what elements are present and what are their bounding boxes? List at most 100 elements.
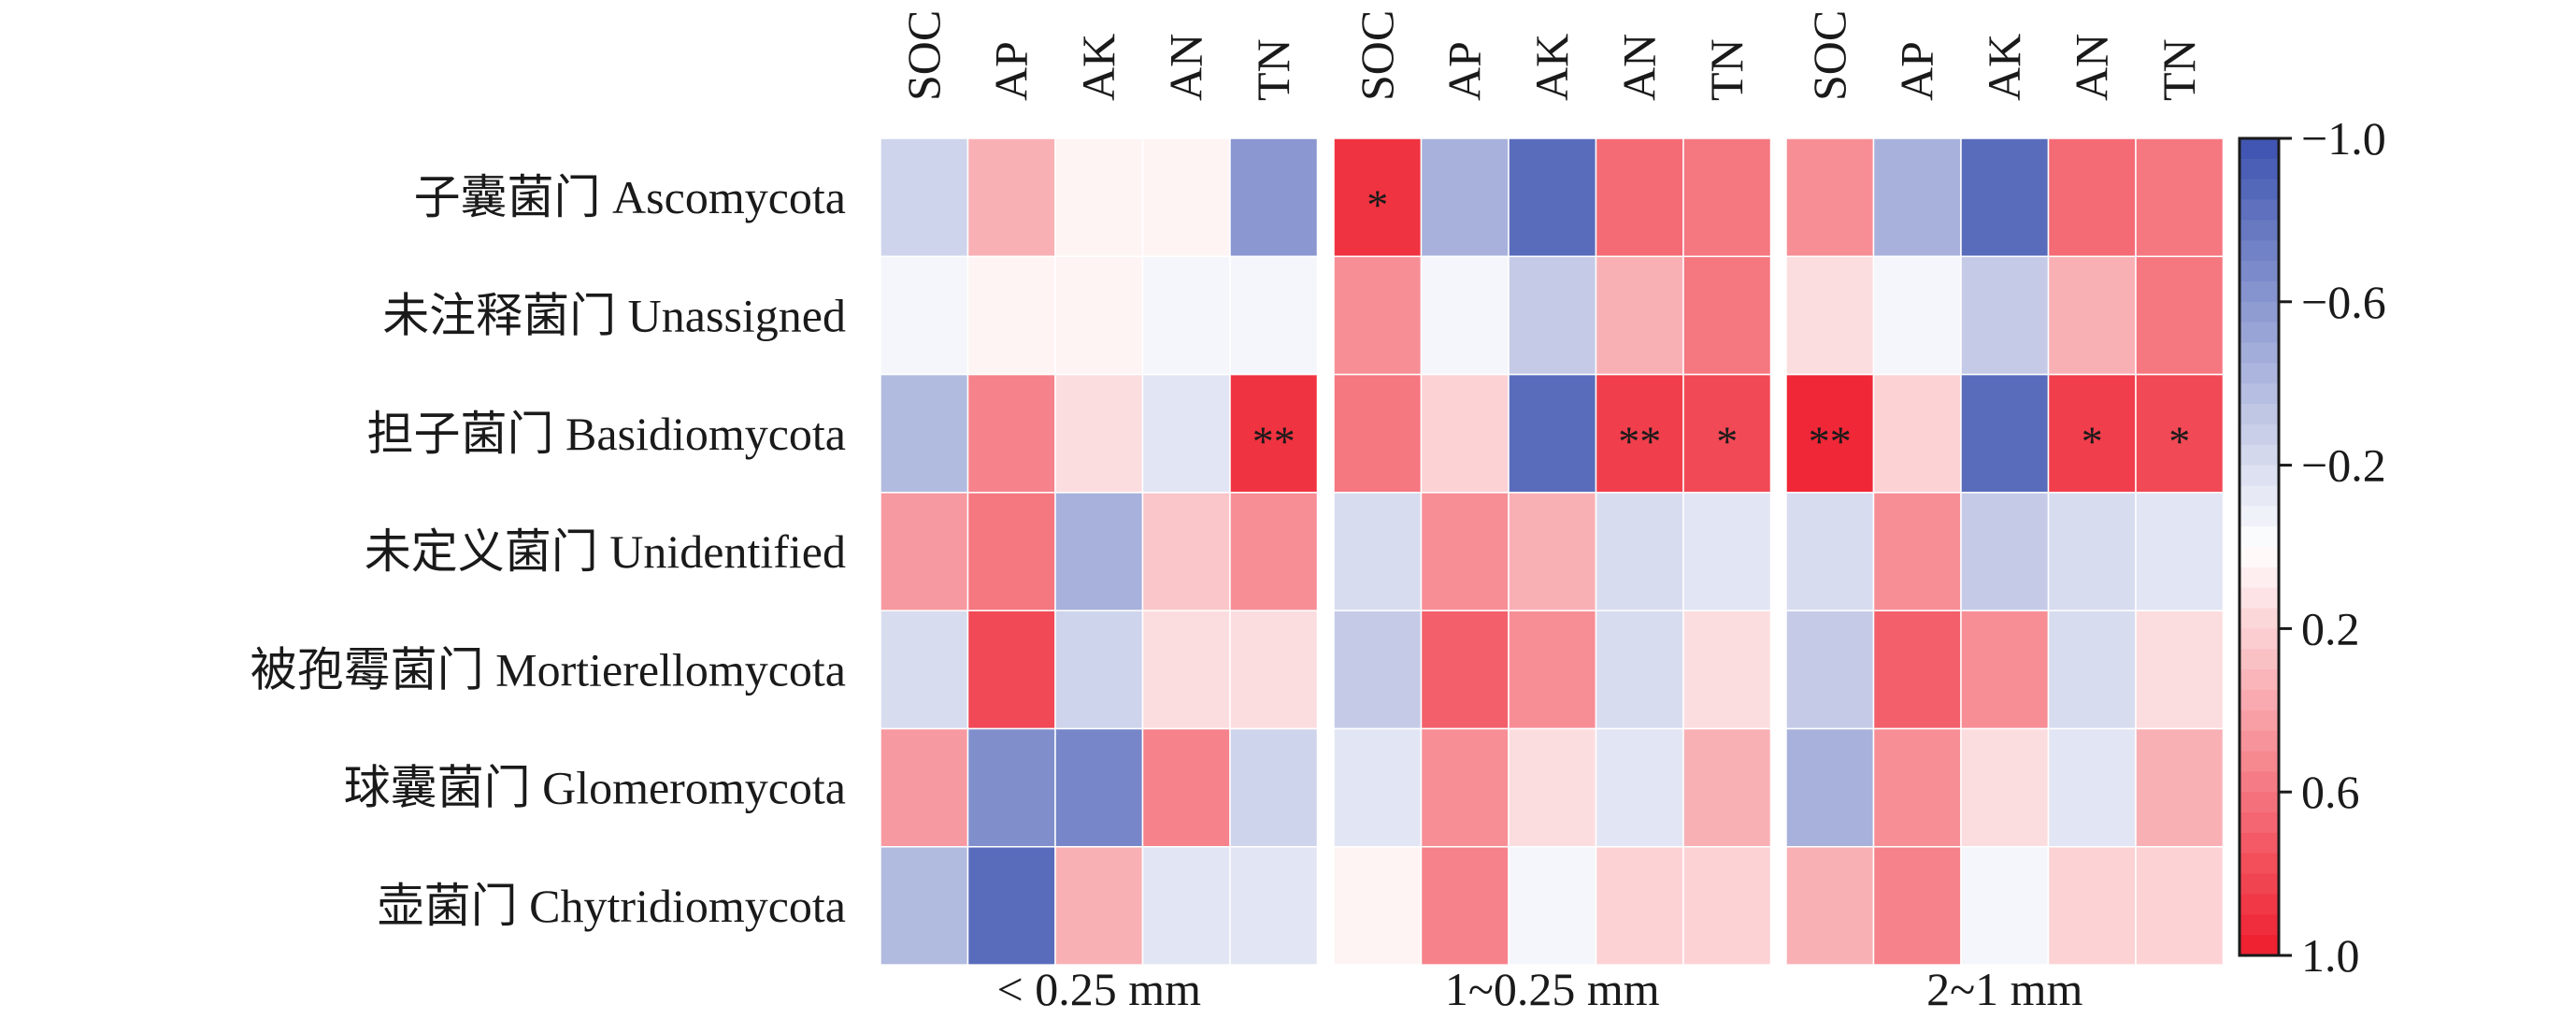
heatmap-cell (1785, 255, 1875, 376)
colorbar-segment (2240, 199, 2279, 221)
heatmap-cell (1229, 727, 1319, 848)
column-label: AN (1159, 34, 1211, 101)
heatmap-cell (1333, 255, 1423, 376)
heatmap-cell (966, 846, 1056, 966)
colorbar-segment (2240, 301, 2279, 323)
heatmap-cell (1508, 846, 1597, 966)
heatmap-cell (880, 610, 969, 730)
colorbar-segment (2240, 914, 2279, 936)
heatmap-cell (966, 727, 1056, 848)
heatmap-cell (1508, 255, 1597, 376)
heatmap-cell (966, 373, 1056, 494)
heatmap-cell (1872, 373, 1962, 494)
column-label: AN (2065, 34, 2117, 101)
heatmap-panels: **SOC AP AK AN TN< 0.25 mm*** *SOC AP AK AN TN1~0… (880, 10, 2225, 1015)
heatmap-cell (2047, 492, 2137, 611)
colorbar-segment (2240, 465, 2279, 486)
heatmap-cell (1595, 610, 1684, 730)
heatmap-cell (2135, 846, 2225, 966)
colorbar-segment (2240, 261, 2279, 282)
heatmap-cell (1333, 727, 1423, 848)
row-label: 壶菌门 Chytridiomycota (378, 880, 846, 932)
colorbar-tick-label: −0.2 (2301, 439, 2386, 492)
heatmap-cell (1960, 492, 2050, 611)
colorbar-frame (2238, 136, 2281, 957)
heatmap-cell (2047, 727, 2137, 848)
heatmap-cell (1785, 727, 1875, 848)
heatmap-cell (1420, 255, 1510, 376)
colorbar-segment (2240, 935, 2279, 956)
row-label: 球囊菌门 Glomeromycota (344, 762, 846, 814)
column-label: AK (1525, 34, 1578, 101)
heatmap-cell (1420, 846, 1510, 966)
heatmap-panel: ** * *SOC AP AK AN TN2~1 mm (1785, 10, 2225, 1015)
heatmap-cell (1682, 846, 1772, 966)
colorbar-segment (2240, 792, 2279, 813)
colorbar-segment (2240, 444, 2279, 466)
heatmap-cell (1141, 846, 1231, 966)
colorbar-segment (2240, 567, 2279, 589)
heatmap-cell (1682, 255, 1772, 376)
heatmap-cell (2135, 610, 2225, 730)
colorbar-tick-label: 0.2 (2301, 602, 2360, 654)
colorbar-segment (2240, 240, 2279, 262)
heatmap-cell (1682, 727, 1772, 848)
heatmap-cell (1141, 137, 1231, 258)
heatmap-cell (1595, 137, 1684, 258)
colorbar-segment (2240, 689, 2279, 711)
heatmap-cell (1229, 137, 1319, 258)
heatmap-cell (1508, 373, 1597, 494)
colorbar-segment (2240, 853, 2279, 875)
group-label: 2~1 mm (1926, 963, 2082, 1015)
heatmap-cell (1785, 492, 1875, 611)
heatmap-cell (1054, 255, 1144, 376)
heatmap-cell (2047, 373, 2137, 494)
heatmap-cell (1785, 846, 1875, 966)
group-label: < 0.25 mm (997, 963, 1202, 1015)
column-label: AP (984, 41, 1037, 101)
significance-marker: * (2168, 417, 2190, 465)
heatmap-cell (1229, 255, 1319, 376)
heatmap-cell (1960, 727, 2050, 848)
heatmap-cell (1333, 373, 1423, 494)
column-label: AK (1978, 34, 2030, 101)
heatmap-cell (1229, 373, 1319, 494)
heatmap-cell (1333, 846, 1423, 966)
heatmap-cell (1595, 492, 1684, 611)
colorbar-segment (2240, 506, 2279, 527)
heatmap-cell (1508, 137, 1597, 258)
heatmap-cell (1785, 137, 1875, 258)
colorbar-segment (2240, 485, 2279, 507)
colorbar-segment (2240, 383, 2279, 405)
heatmap-cell (880, 727, 969, 848)
heatmap-cell (1960, 610, 2050, 730)
heatmap-cell (2135, 137, 2225, 258)
heatmap-cell (1054, 492, 1144, 611)
significance-marker: * (2082, 417, 2103, 465)
row-label: 担子菌门 Basidiomycota (367, 408, 846, 460)
colorbar-segment (2240, 894, 2279, 915)
heatmap-cell (1333, 610, 1423, 730)
heatmap-cell (1054, 610, 1144, 730)
heatmap-cell (1960, 255, 2050, 376)
heatmap-cell (1229, 492, 1319, 611)
heatmap-cell (2135, 255, 2225, 376)
heatmap-cell (1960, 137, 2050, 258)
heatmap-cell (1682, 492, 1772, 611)
row-label: 子囊菌门 Ascomycota (414, 171, 846, 223)
heatmap-cell (1872, 727, 1962, 848)
heatmap-cell (1420, 610, 1510, 730)
colorbar-segment (2240, 812, 2279, 834)
heatmap-cell (1960, 373, 2050, 494)
column-label: SOC (897, 10, 950, 101)
heatmap-cell (880, 846, 969, 966)
colorbar-segment (2240, 179, 2279, 201)
heatmap-cell (1682, 137, 1772, 258)
heatmap-cell (1508, 492, 1597, 611)
colorbar-segment (2240, 771, 2279, 793)
heatmap-cell (1785, 610, 1875, 730)
heatmap-cell (1054, 373, 1144, 494)
column-label: AP (1438, 41, 1490, 101)
heatmap-cell (966, 137, 1056, 258)
